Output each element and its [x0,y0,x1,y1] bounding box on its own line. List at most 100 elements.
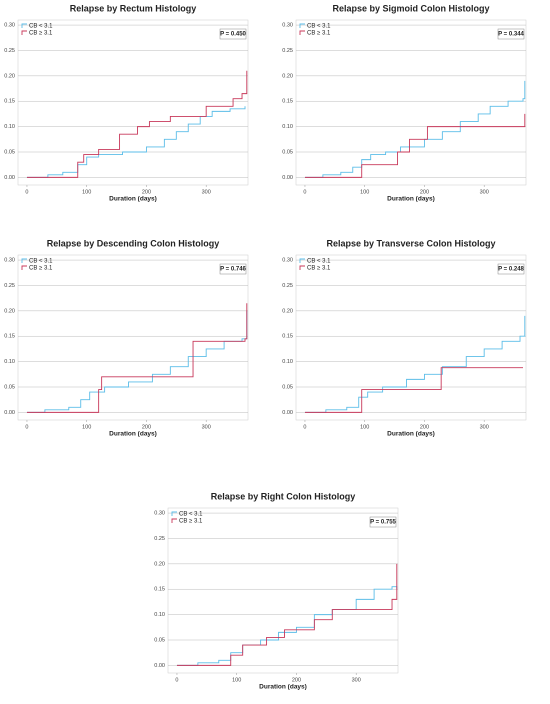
y-tick-label: 0.20 [282,308,293,314]
chart-title: Relapse by Sigmoid Colon Histology [332,3,489,13]
x-tick-label: 300 [352,677,361,683]
x-tick-label: 200 [292,677,301,683]
x-axis-title: Duration (days) [387,196,435,203]
legend-label: CB ≥ 3.1 [29,266,53,272]
annotation-box [497,263,525,275]
legend-label: CB ≥ 3.1 [307,266,331,272]
y-tick-label: 0.05 [4,149,15,155]
annotation-box [497,28,525,40]
y-tick-label: 0.15 [282,334,293,340]
x-axis-title: Duration (days) [109,196,157,203]
y-tick-label: 0.30 [154,511,165,517]
p-value: P = 0.344 [498,32,524,38]
x-tick-label: 100 [360,424,369,430]
x-tick-label: 0 [175,677,178,683]
y-tick-label: 0.30 [282,23,293,29]
chart-title: Relapse by Right Colon Histology [211,491,356,501]
y-tick-label: 0.10 [4,359,15,365]
legend-swatch [299,23,305,28]
legend-label: CB < 3.1 [179,512,203,518]
legend-swatch [171,518,177,523]
plot-area [295,19,527,186]
y-tick-label: 0.25 [4,283,15,289]
series-line [26,303,248,413]
x-axis-title: Duration (days) [387,431,435,438]
x-tick-label: 200 [420,424,429,430]
x-tick-label: 300 [480,189,489,195]
x-tick-label: 100 [82,189,91,195]
y-tick-label: 0.30 [282,258,293,264]
plot-area [17,19,249,186]
y-tick-label: 0.10 [154,612,165,618]
x-tick-label: 200 [420,189,429,195]
x-tick-label: 100 [360,189,369,195]
x-tick-label: 200 [142,189,151,195]
y-tick-label: 0.05 [282,384,293,390]
legend-label: CB ≥ 3.1 [29,31,53,37]
x-tick-label: 0 [303,189,306,195]
legend-label: CB < 3.1 [307,24,331,30]
y-tick-label: 0.25 [282,48,293,54]
legend-swatch [21,258,27,263]
chart-title: Relapse by Transverse Colon Histology [326,238,495,248]
p-value: P = 0.450 [220,32,246,38]
p-value: P = 0.746 [220,267,246,273]
y-tick-label: 0.25 [154,536,165,542]
legend-swatch [299,265,305,270]
chart-panel: Relapse by Right Colon Histology 0.00 0.05… [154,491,399,691]
y-tick-label: 0.05 [4,384,15,390]
x-tick-label: 100 [232,677,241,683]
y-tick-label: 0.05 [154,637,165,643]
y-tick-label: 0.20 [282,73,293,79]
x-tick-label: 0 [25,189,28,195]
y-tick-label: 0.25 [4,48,15,54]
series-line [26,310,248,413]
series-line [304,315,526,413]
y-tick-label: 0.00 [154,663,165,669]
series-line [304,367,524,413]
y-tick-label: 0.20 [4,308,15,314]
x-tick-label: 100 [82,424,91,430]
x-tick-label: 200 [142,424,151,430]
y-tick-label: 0.15 [4,99,15,105]
legend-swatch [171,511,177,516]
y-tick-label: 0.15 [4,334,15,340]
series-line [26,106,246,178]
legend-swatch [299,258,305,263]
legend-swatch [21,23,27,28]
legend-label: CB < 3.1 [307,259,331,265]
x-tick-label: 300 [480,424,489,430]
y-tick-label: 0.10 [4,124,15,130]
series-line [304,80,526,178]
p-value: P = 0.755 [370,520,396,526]
legend-label: CB ≥ 3.1 [179,519,203,525]
chart-panel: Relapse by Transverse Colon Histology 0.0… [282,238,527,438]
x-tick-label: 0 [303,424,306,430]
plot-area [167,507,399,674]
legend-swatch [21,30,27,35]
series-line [304,113,526,178]
plot-area [17,254,249,421]
y-tick-label: 0.00 [282,175,293,181]
series-line [26,70,248,178]
y-tick-label: 0.00 [4,175,15,181]
y-tick-label: 0.20 [154,561,165,567]
legend-swatch [299,30,305,35]
x-tick-label: 300 [202,189,211,195]
y-tick-label: 0.10 [282,359,293,365]
chart-title: Relapse by Descending Colon Histology [47,238,220,248]
y-tick-label: 0.25 [282,283,293,289]
p-value: P = 0.248 [498,267,524,273]
series-line [176,563,398,666]
annotation-box [369,516,397,528]
x-axis-title: Duration (days) [259,684,307,691]
y-tick-label: 0.20 [4,73,15,79]
x-tick-label: 0 [25,424,28,430]
chart-panel: Relapse by Descending Colon Histology 0.0… [4,238,249,438]
annotation-box [219,28,247,40]
y-tick-label: 0.30 [4,258,15,264]
y-tick-label: 0.10 [282,124,293,130]
series-line [176,586,398,666]
